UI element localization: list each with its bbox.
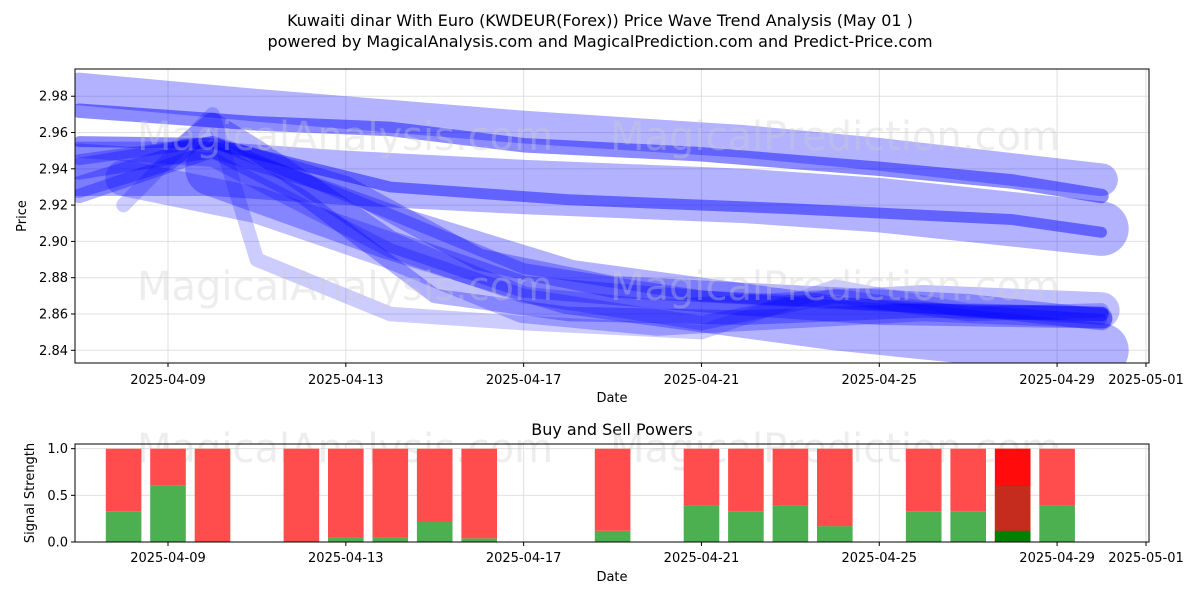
price-y-tick-label: 2.90: [39, 235, 68, 250]
price-wave-line: [75, 143, 1109, 325]
buy-bar: [328, 537, 364, 542]
price-wave-line: [75, 136, 1113, 331]
signal-y-axis-label: Signal Strength: [23, 443, 38, 543]
price-x-tick-label: 2025-04-29: [1019, 373, 1095, 388]
price-y-tick-label: 2.88: [39, 271, 68, 286]
sell-bar: [772, 448, 809, 506]
sell-bar: [283, 448, 320, 542]
sell-bar: [594, 448, 631, 531]
price-wave-line: [75, 112, 1113, 329]
chart-title-line2: powered by MagicalAnalysis.com and Magic…: [267, 32, 932, 51]
chart-title-line1: Kuwaiti dinar With Euro (KWDEUR(Forex)) …: [287, 11, 913, 30]
price-wave-group: [75, 72, 1129, 363]
price-wave-line: [75, 103, 1109, 204]
sell-bar: [817, 448, 853, 527]
signal-axes: 2025-04-09 2025-04-13 2025-04-17 2025-04-21…: [47, 442, 1183, 566]
watermark-text: MagicalAnalysis.com: [137, 114, 553, 160]
signal-x-tick-label: 2025-04-21: [664, 551, 740, 566]
signal-x-tick-label: 2025-05-01: [1108, 551, 1184, 566]
price-y-axis-label: Price: [15, 200, 30, 232]
price-wave-line: [116, 107, 1109, 340]
buy-bar: [772, 505, 809, 542]
price-wave-line: [75, 143, 1109, 331]
price-y-tick-label: 2.84: [39, 344, 68, 359]
signal-bar-group: [105, 448, 1075, 542]
buy-bar: [416, 521, 453, 542]
price-x-tick-label: 2025-05-01: [1108, 373, 1184, 388]
price-axes: 2025-04-09 2025-04-13 2025-04-17 2025-04-21…: [39, 90, 1184, 388]
sell-bar: [728, 448, 764, 512]
price-wave-line: [75, 141, 1129, 256]
sell-bar: [194, 448, 231, 542]
price-x-tick-label: 2025-04-25: [841, 373, 917, 388]
strong-buy-bar: [994, 530, 1031, 542]
sell-bar: [372, 448, 409, 538]
signal-y-tick-label: 0.5: [47, 489, 68, 504]
signal-y-tick-label: 0.0: [47, 536, 68, 551]
price-x-axis-label: Date: [596, 391, 627, 406]
sell-bar: [461, 448, 497, 539]
sell-bar: [1039, 448, 1075, 506]
buy-bar: [150, 485, 186, 542]
price-x-tick-label: 2025-04-21: [664, 373, 740, 388]
price-y-tick-label: 2.96: [39, 126, 68, 141]
signal-y-tick-label: 1.0: [47, 442, 68, 457]
price-wave-line: [75, 136, 1107, 325]
price-watermarks: MagicalAnalysis.com MagicalPrediction.com…: [137, 114, 1060, 310]
sell-bar: [105, 448, 142, 512]
price-wave-line: [75, 72, 1118, 197]
signal-x-tick-label: 2025-04-25: [841, 551, 917, 566]
signal-plot-frame: [74, 443, 1150, 543]
buy-bar: [683, 505, 720, 542]
signal-x-tick-label: 2025-04-29: [1019, 551, 1095, 566]
signal-chart-title: Buy and Sell Powers: [531, 420, 693, 439]
buy-bar: [950, 511, 986, 542]
price-y-tick-label: 2.92: [39, 199, 68, 214]
buy-bar: [461, 538, 497, 542]
sell-bar: [905, 448, 942, 512]
buy-bar: [817, 526, 853, 542]
signal-x-axis-label: Date: [596, 570, 627, 585]
signal-x-tick-label: 2025-04-17: [486, 551, 562, 566]
sell-bar: [416, 448, 453, 522]
buy-bar: [594, 530, 631, 542]
price-x-tick-label: 2025-04-17: [486, 373, 562, 388]
price-wave-line: [75, 136, 1107, 238]
sell-bar: [950, 448, 986, 512]
watermark-text: MagicalPrediction.com: [610, 264, 1060, 310]
sell-bar: [683, 448, 720, 506]
price-x-tick-label: 2025-04-09: [130, 373, 206, 388]
signal-x-tick-label: 2025-04-13: [308, 551, 384, 566]
price-x-tick-label: 2025-04-13: [308, 373, 384, 388]
price-wave-line: [185, 141, 1129, 363]
price-grid: [75, 69, 1149, 363]
watermark-text: MagicalPrediction.com: [610, 114, 1060, 160]
price-wave-line: [105, 159, 1120, 336]
price-y-tick-label: 2.98: [39, 90, 68, 105]
price-y-tick-label: 2.94: [39, 162, 68, 177]
sell-bar: [328, 448, 364, 538]
buy-bar: [905, 511, 942, 542]
sell-bar: [150, 448, 186, 486]
buy-bar: [728, 511, 764, 542]
buy-bar: [1039, 505, 1075, 542]
buy-bar: [105, 511, 142, 542]
watermark-text: MagicalAnalysis.com: [137, 264, 553, 310]
price-plot-frame: [74, 68, 1150, 364]
price-y-tick-label: 2.86: [39, 308, 68, 323]
buy-bar: [372, 537, 409, 542]
signal-x-tick-label: 2025-04-09: [130, 551, 206, 566]
